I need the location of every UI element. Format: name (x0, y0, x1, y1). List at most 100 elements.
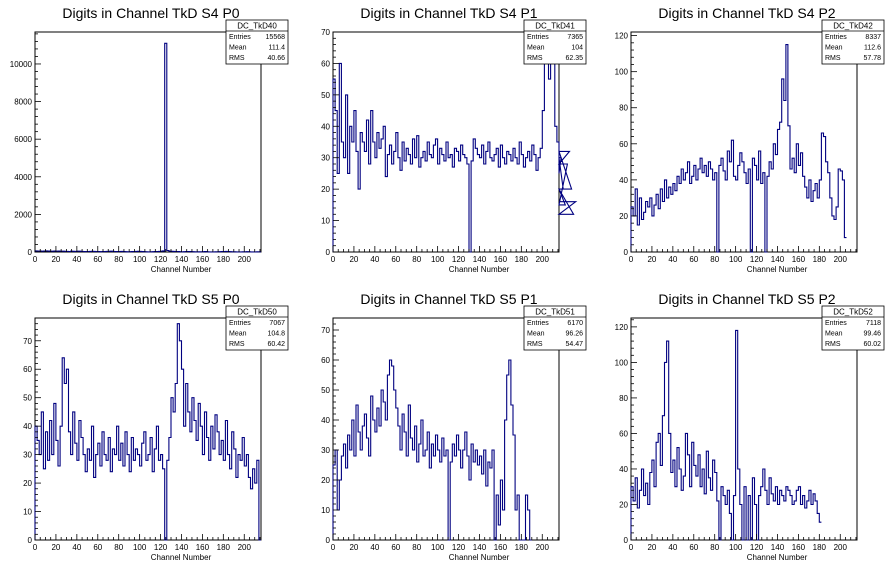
y-tick-label: 50 (23, 394, 32, 403)
stats-rms-label: RMS (527, 341, 543, 348)
y-tick-label: 0 (326, 536, 331, 545)
stats-rms-label: RMS (229, 341, 245, 348)
y-tick-label: 100 (615, 358, 629, 367)
histogram-series (630, 329, 822, 541)
x-tick-label: 0 (331, 543, 336, 552)
x-tick-label: 40 (370, 543, 379, 552)
x-tick-label: 80 (114, 543, 123, 552)
y-tick-label: 70 (23, 337, 32, 346)
stats-name: DC_TkD40 (237, 22, 277, 31)
y-tick-label: 4000 (14, 173, 32, 182)
x-tick-label: 140 (771, 543, 785, 552)
stats-mean-label: Mean (825, 331, 843, 338)
x-tick-label: 180 (217, 255, 231, 264)
stats-rms-value: 54.47 (565, 341, 583, 348)
stats-name: DC_TkD50 (237, 308, 277, 317)
stats-box-frame (225, 19, 289, 65)
x-tick-label: 100 (729, 255, 743, 264)
y-tick-label: 80 (619, 104, 628, 113)
y-tick-label: 60 (23, 365, 32, 374)
x-tick-label: 180 (813, 255, 827, 264)
stats-name: DC_TkD51 (535, 308, 575, 317)
x-tick-label: 60 (391, 255, 400, 264)
y-tick-label: 0 (28, 248, 33, 257)
stats-entries-value: 7365 (567, 34, 583, 41)
stats-box: DC_TkD52 Entries 7118 Mean 99.46 RMS 60.02 (821, 305, 885, 351)
y-tick-label: 40 (321, 416, 330, 425)
x-tick-label: 20 (51, 543, 60, 552)
histogram-series (34, 42, 261, 253)
x-axis-label: Channel Number (151, 265, 212, 274)
stats-box-frame (225, 305, 289, 351)
y-tick-label: 70 (321, 326, 330, 335)
stats-name: DC_TkD41 (535, 22, 575, 31)
stats-box-frame (821, 305, 885, 351)
x-tick-label: 140 (473, 543, 487, 552)
stats-entries-value: 7118 (866, 320, 881, 327)
stats-mean-value: 99.46 (863, 331, 881, 338)
y-tick-label: 0 (624, 248, 629, 257)
y-tick-label: 10 (23, 508, 32, 517)
y-tick-label: 8000 (14, 98, 32, 107)
stats-box: DC_TkD40 Entries 15568 Mean 111.4 RMS 40.66 (225, 19, 289, 65)
x-tick-label: 80 (710, 543, 719, 552)
x-tick-label: 180 (515, 255, 529, 264)
stats-mean-label: Mean (825, 45, 843, 52)
chart-title: Digits in Channel TkD S4 P0 (62, 5, 239, 21)
x-tick-label: 200 (834, 543, 848, 552)
x-tick-label: 40 (72, 543, 81, 552)
histogram-series (630, 44, 847, 253)
x-tick-label: 200 (238, 543, 252, 552)
plot-frame (630, 31, 858, 253)
y-tick-label: 100 (615, 68, 629, 77)
histogram-series (332, 359, 532, 541)
y-tick-label: 30 (23, 451, 32, 460)
x-tick-label: 0 (33, 543, 38, 552)
stats-entries-value: 15568 (266, 34, 286, 41)
x-tick-label: 20 (349, 255, 358, 264)
chart-title: Digits in Channel TkD S4 P2 (658, 5, 835, 21)
y-tick-label: 0 (624, 536, 629, 545)
y-tick-label: 60 (321, 59, 330, 68)
stats-mean-label: Mean (527, 331, 545, 338)
y-tick-label: 30 (321, 446, 330, 455)
y-tick-label: 40 (23, 422, 32, 431)
x-tick-label: 160 (494, 543, 508, 552)
stats-entries-value: 8337 (865, 34, 881, 41)
x-tick-label: 100 (431, 543, 445, 552)
x-tick-label: 40 (370, 255, 379, 264)
stats-box: DC_TkD50 Entries 7067 Mean 104.8 RMS 60.42 (225, 305, 289, 351)
x-tick-label: 40 (668, 543, 677, 552)
x-tick-label: 120 (452, 543, 466, 552)
stats-entries-label: Entries (825, 34, 847, 41)
stats-box-frame (523, 305, 587, 351)
stats-name: DC_TkD42 (833, 22, 873, 31)
chart-title: Digits in Channel TkD S4 P1 (360, 5, 537, 21)
y-tick-label: 10000 (10, 60, 33, 69)
x-tick-label: 100 (133, 255, 147, 264)
stats-entries-label: Entries (229, 34, 251, 41)
y-tick-label: 2000 (14, 210, 32, 219)
y-tick-label: 50 (321, 91, 330, 100)
x-tick-label: 80 (412, 255, 421, 264)
x-tick-label: 160 (792, 255, 806, 264)
y-tick-label: 10 (321, 217, 330, 226)
x-tick-label: 100 (431, 255, 445, 264)
y-tick-label: 0 (326, 248, 331, 257)
y-tick-label: 40 (619, 465, 628, 474)
x-axis-label: Channel Number (747, 553, 808, 562)
x-tick-label: 160 (792, 543, 806, 552)
chart-title: Digits in Channel TkD S5 P2 (658, 291, 835, 307)
x-tick-label: 180 (515, 543, 529, 552)
x-tick-label: 200 (834, 255, 848, 264)
x-tick-label: 120 (154, 543, 168, 552)
y-tick-label: 20 (321, 476, 330, 485)
stats-entries-label: Entries (527, 34, 549, 41)
y-tick-label: 120 (615, 323, 629, 332)
x-tick-label: 140 (473, 255, 487, 264)
x-tick-label: 0 (33, 255, 38, 264)
chart-title: Digits in Channel TkD S5 P0 (62, 291, 239, 307)
plot-frame (34, 31, 262, 253)
x-tick-label: 80 (412, 543, 421, 552)
x-tick-label: 120 (154, 255, 168, 264)
